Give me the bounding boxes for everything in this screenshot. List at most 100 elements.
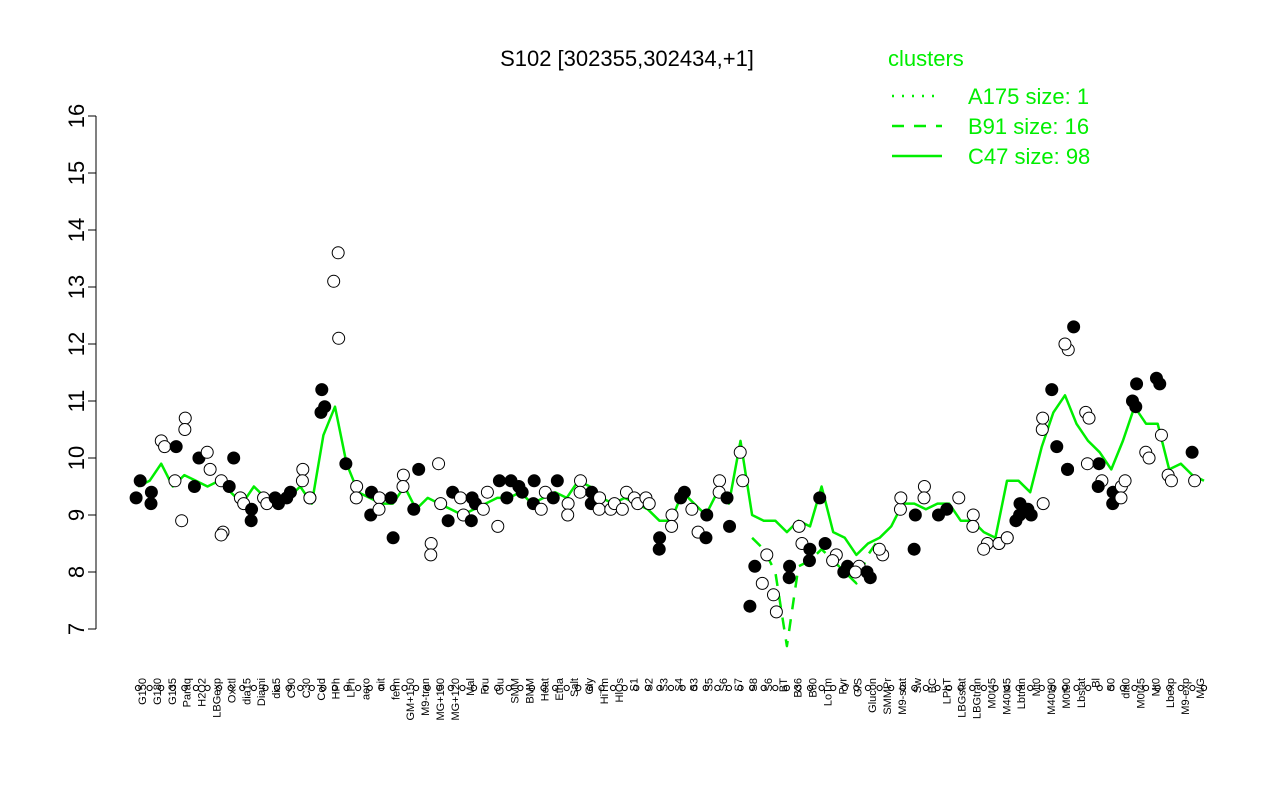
x-rug-mark <box>714 684 721 692</box>
data-point <box>700 508 714 522</box>
data-point <box>685 502 699 516</box>
x-rug-mark <box>853 684 860 692</box>
y-tick-label: 15 <box>64 161 89 185</box>
data-point <box>1080 457 1094 471</box>
x-rug-mark <box>412 684 420 692</box>
x-rug-mark <box>1003 684 1011 692</box>
x-rug-mark <box>1108 684 1115 692</box>
data-point <box>1114 491 1128 505</box>
x-rug-mark <box>772 684 779 692</box>
y-tick-label: 14 <box>64 218 89 242</box>
x-rug-mark <box>575 684 582 692</box>
x-rug-mark <box>992 684 999 692</box>
data-point <box>1045 383 1059 397</box>
chart-title: S102 [302355,302434,+1] <box>500 46 754 71</box>
data-point <box>917 491 931 505</box>
x-tick-label: S8 <box>748 678 760 691</box>
x-rug-mark <box>830 684 837 692</box>
data-point <box>699 531 713 545</box>
data-point <box>424 537 438 550</box>
data-point <box>222 480 236 493</box>
data-point <box>952 491 966 505</box>
x-tick-label: Lbtran <box>1016 678 1028 709</box>
x-rug-mark <box>297 684 304 692</box>
y-tick-label: 11 <box>64 390 89 413</box>
data-point <box>1058 337 1072 351</box>
data-point <box>615 502 629 516</box>
data-point <box>1050 440 1064 454</box>
x-tick-label: Mt0 <box>1031 678 1043 696</box>
x-rug-mark <box>1142 684 1150 692</box>
data-point <box>133 474 147 488</box>
data-point <box>546 491 560 505</box>
data-point <box>1129 400 1143 414</box>
legend: clusters A175 size: 1 B91 size: 16 C47 s… <box>888 46 1090 169</box>
data-point <box>386 531 400 545</box>
data-point <box>908 508 922 522</box>
data-point <box>803 542 817 556</box>
x-rug-mark <box>181 684 188 692</box>
data-point <box>245 502 259 516</box>
x-rug-mark <box>216 684 223 692</box>
data-point <box>303 491 317 505</box>
data-point <box>653 531 667 545</box>
x-tick-label: Glu <box>495 678 507 695</box>
data-point <box>203 462 217 476</box>
data-point <box>327 274 341 288</box>
data-point <box>332 331 346 345</box>
data-point <box>372 491 386 505</box>
x-tick-label: Paraq <box>182 678 194 707</box>
data-point <box>573 485 587 499</box>
x-tick-label: SMM <box>510 678 522 704</box>
x-rug-mark <box>482 684 489 692</box>
x-tick-label: Diami <box>256 678 268 706</box>
x-rug-mark <box>598 684 605 692</box>
data-point <box>244 514 258 528</box>
data-point <box>175 514 189 528</box>
x-rug-mark <box>459 684 466 692</box>
y-tick-label: 16 <box>64 104 89 128</box>
data-point <box>315 383 329 397</box>
x-tick-label: LPhT <box>942 678 954 705</box>
data-point <box>372 502 386 516</box>
x-tick-label: HiTm <box>599 678 611 704</box>
x-rug-mark <box>146 684 153 692</box>
x-tick-label: Heat <box>539 678 551 701</box>
legend-label-c47: C47 size: 98 <box>968 144 1090 169</box>
y-tick-label: 10 <box>64 446 89 470</box>
x-tick-label: B60 <box>808 678 820 698</box>
x-tick-label: Oxctl <box>226 678 238 703</box>
x-rug-mark <box>1038 684 1045 692</box>
x-rug-mark <box>424 684 431 692</box>
x-tick-label: Gly <box>584 678 596 695</box>
x-rug-mark <box>702 684 709 692</box>
data-point <box>818 537 832 550</box>
data-point <box>200 445 214 459</box>
x-rug-mark <box>470 684 478 692</box>
data-point <box>214 528 228 542</box>
x-tick-label: BMM <box>524 678 536 704</box>
data-point <box>813 491 827 505</box>
x-rug-mark <box>888 684 895 692</box>
data-point <box>158 440 172 454</box>
data-point <box>492 474 506 488</box>
data-point <box>1091 480 1105 493</box>
x-tick-label: Lbexp <box>1165 678 1177 708</box>
data-point <box>550 474 564 488</box>
x-rug-mark <box>505 684 512 692</box>
x-tick-label: S6 <box>718 678 730 691</box>
data-point <box>760 548 774 562</box>
x-rug-mark <box>262 684 269 692</box>
data-point <box>384 491 398 505</box>
x-tick-label: LPh <box>346 678 358 698</box>
x-rug-mark <box>1061 684 1069 692</box>
x-tick-label: Pyr <box>837 678 849 695</box>
data-point <box>893 502 907 516</box>
x-rug-mark <box>401 684 408 692</box>
data-point <box>872 542 886 556</box>
x-tick-label: S6 <box>763 678 775 691</box>
x-tick-label: Salt <box>569 678 581 697</box>
data-point <box>168 474 182 488</box>
data-point <box>863 571 877 585</box>
data-point <box>407 502 421 516</box>
